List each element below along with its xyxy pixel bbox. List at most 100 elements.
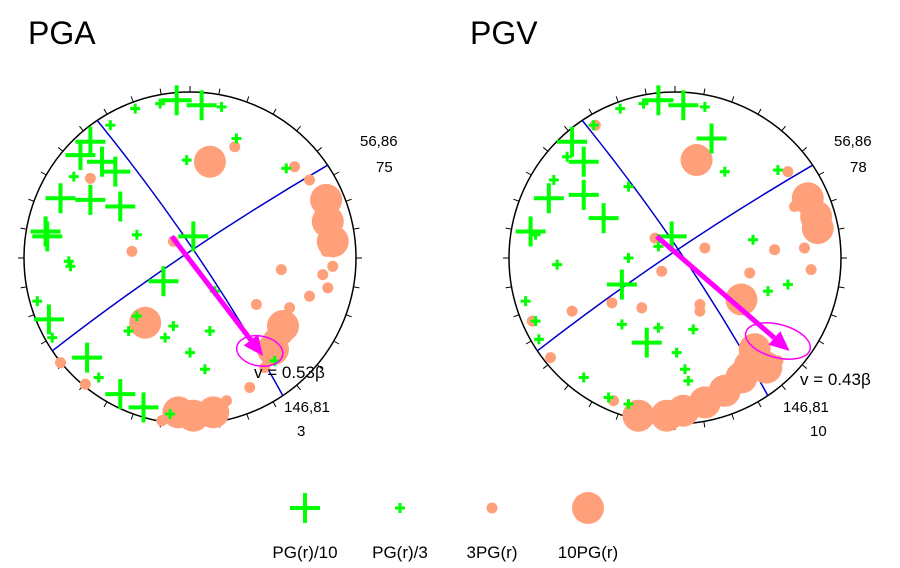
small-cross-marker	[671, 347, 682, 358]
small-cross-marker	[181, 155, 192, 166]
large-cross-marker	[643, 85, 674, 116]
large-cross-marker	[72, 342, 103, 373]
small-dot-marker	[606, 297, 618, 309]
azimuth-tick	[525, 340, 532, 345]
large-dot-marker	[197, 396, 230, 429]
large-cross-marker	[186, 90, 217, 121]
small-cross-marker	[623, 399, 634, 410]
nodal-plane-1	[536, 164, 813, 352]
azimuth-tick	[801, 147, 808, 152]
azimuth-tick	[353, 227, 360, 230]
plane2-label: 146,81	[284, 399, 330, 416]
azimuth-tick	[103, 401, 108, 408]
azimuth-tick	[703, 421, 706, 428]
legend-label: PG(r)/3	[372, 543, 428, 562]
azimuth-tick	[353, 286, 360, 289]
small-dot-marker	[327, 260, 339, 272]
panel-title: PGV	[470, 15, 538, 51]
plane2-value: 10	[810, 423, 827, 440]
velocity-label: v = 0.53β	[254, 363, 325, 382]
small-cross-marker	[131, 311, 142, 322]
small-dot-marker	[798, 242, 810, 254]
small-cross-marker	[578, 372, 589, 383]
azimuth-tick	[513, 314, 520, 318]
azimuth-tick	[525, 171, 532, 176]
large-dot-marker	[129, 306, 162, 339]
azimuth-tick	[40, 340, 47, 345]
large-cross-marker	[100, 156, 131, 187]
small-cross-marker	[679, 364, 690, 375]
station-markers	[30, 85, 349, 432]
large-cross-marker	[161, 85, 192, 116]
azimuth-tick	[316, 147, 323, 152]
small-cross-marker	[520, 296, 531, 307]
large-dot-marker	[801, 212, 834, 245]
small-dot-marker	[789, 201, 801, 213]
small-dot-marker	[259, 362, 271, 374]
legend-label: 3PG(r)	[467, 543, 518, 562]
small-cross-marker	[65, 261, 76, 272]
small-cross-marker	[63, 256, 74, 267]
azimuth-tick	[296, 125, 301, 132]
small-dot-marker	[322, 282, 334, 294]
large-cross-marker	[105, 191, 136, 222]
small-dot-marker	[250, 298, 262, 310]
small-cross-marker	[762, 286, 773, 297]
small-cross-marker	[603, 392, 614, 403]
small-cross-marker	[204, 326, 215, 337]
large-dot-marker	[725, 361, 758, 394]
azimuth-tick	[505, 227, 512, 230]
small-dot-marker	[304, 174, 316, 186]
stereonet-panel-pga	[18, 85, 362, 432]
plane1-value: 78	[850, 159, 867, 176]
large-cross-marker	[557, 126, 588, 157]
azimuth-tick	[757, 401, 762, 408]
azimuth-tick	[542, 364, 549, 369]
small-cross-marker	[548, 174, 559, 185]
small-dot-marker	[317, 269, 329, 281]
small-dot-marker	[636, 302, 648, 314]
azimuth-tick	[103, 108, 108, 115]
large-cross-marker	[668, 90, 699, 121]
small-dot-marker	[744, 267, 756, 279]
plane2-value: 3	[297, 423, 305, 440]
small-cross-marker	[638, 98, 649, 109]
azimuth-tick	[296, 384, 301, 391]
small-cross-marker	[615, 103, 626, 114]
small-cross-marker	[168, 321, 179, 332]
azimuth-tick	[20, 286, 27, 289]
large-cross-marker	[290, 493, 320, 523]
azimuth-tick	[333, 171, 340, 176]
small-cross-marker	[47, 332, 58, 343]
azimuth-tick	[130, 413, 134, 420]
azimuth-tick	[644, 88, 647, 95]
small-cross-marker	[616, 319, 627, 330]
small-cross-marker	[123, 326, 134, 337]
small-cross-marker	[530, 229, 541, 240]
rupture-direction-arrow	[655, 234, 777, 340]
small-cross-marker	[530, 316, 541, 327]
small-cross-marker	[623, 181, 634, 192]
plane2-label: 146,81	[783, 399, 829, 416]
large-cross-marker	[128, 392, 159, 423]
azimuth-tick	[838, 227, 845, 230]
panel-title: PGA	[28, 15, 96, 51]
small-cross-marker	[281, 163, 292, 174]
azimuth-tick	[28, 198, 35, 202]
large-cross-marker	[696, 123, 727, 154]
small-dot-marker	[545, 352, 556, 364]
large-cross-marker	[75, 184, 106, 215]
small-dot-marker	[304, 290, 316, 302]
small-cross-marker	[653, 322, 664, 333]
large-cross-marker	[606, 269, 637, 300]
azimuth-tick	[272, 401, 277, 408]
azimuth-tick	[801, 364, 808, 369]
velocity-label: v = 0.43β	[800, 370, 871, 389]
large-cross-marker	[45, 183, 76, 214]
azimuth-tick	[838, 286, 845, 289]
plane1-label: 56,86	[834, 133, 872, 150]
small-dot-marker	[55, 357, 67, 369]
large-dot-marker	[680, 144, 713, 177]
azimuth-tick	[830, 314, 837, 318]
azimuth-tick	[272, 108, 277, 115]
